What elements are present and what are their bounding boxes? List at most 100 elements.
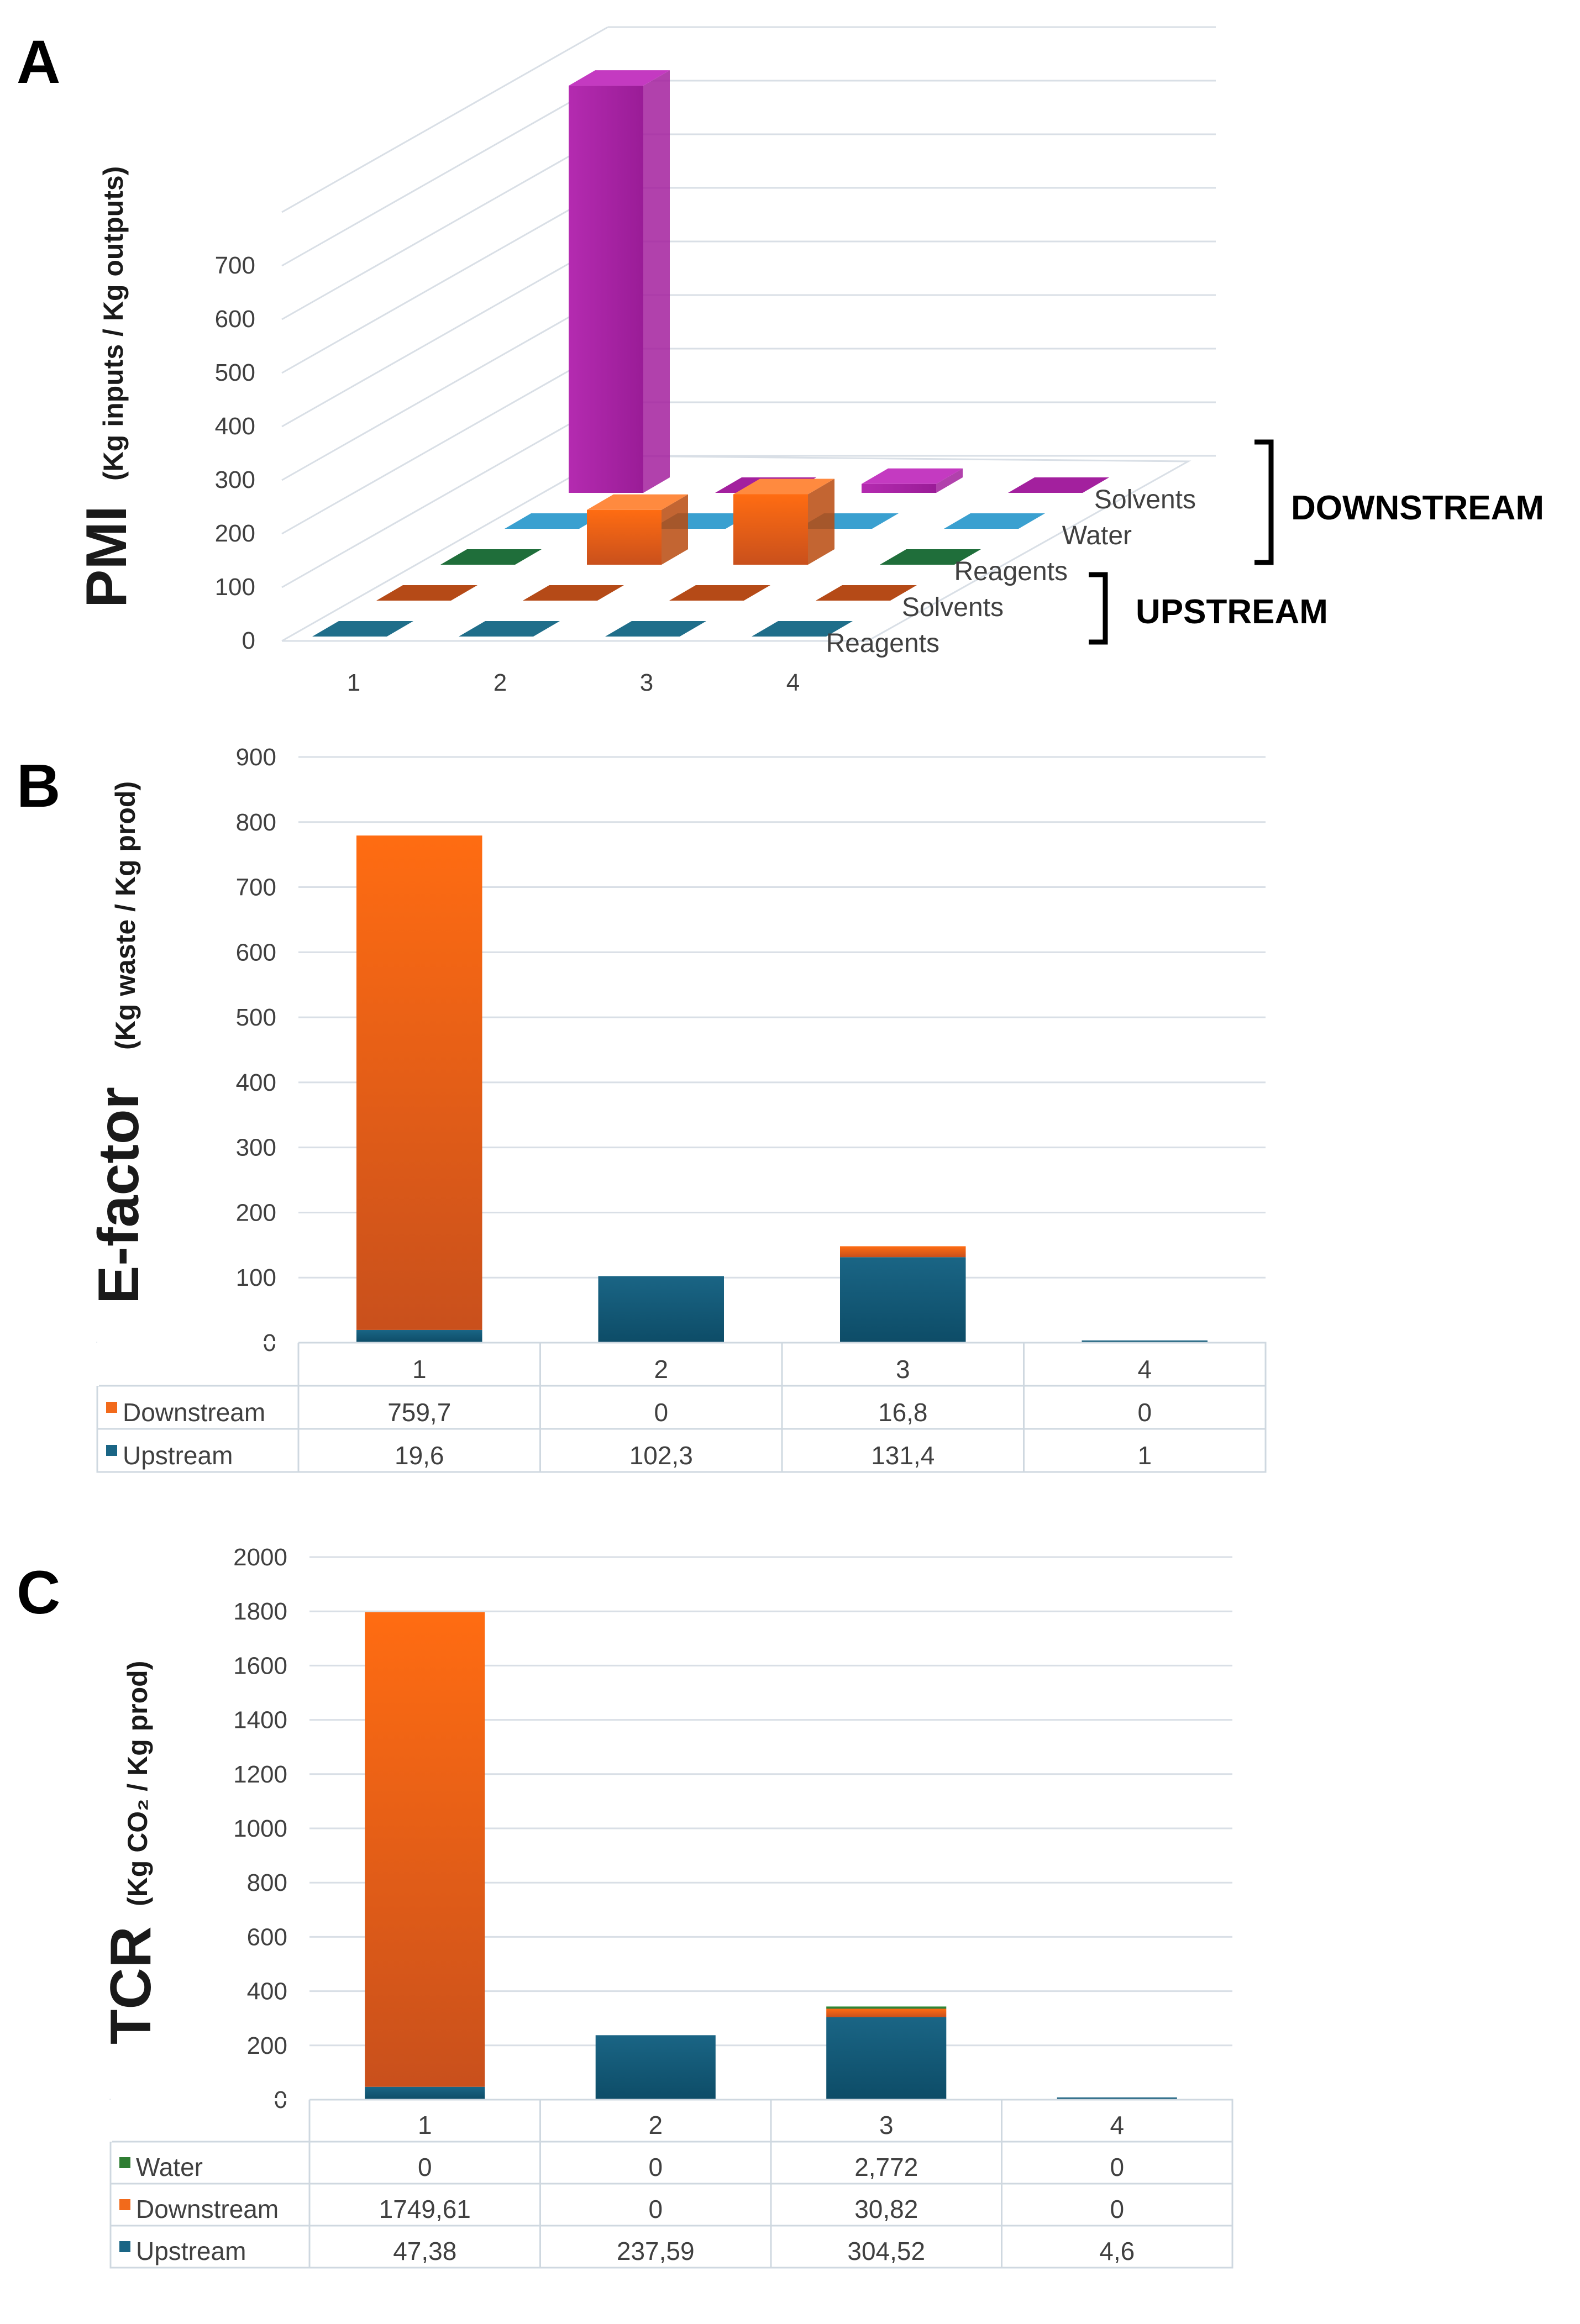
y-tick-label: 300 <box>236 1134 276 1161</box>
table-cell-water: 0 <box>1110 2153 1124 2181</box>
table-category-label: 2 <box>654 1355 668 1384</box>
panel-b-y-label: E-factor (Kg waste / Kg prod) <box>87 781 151 1304</box>
panel-a-bar-side <box>662 494 688 565</box>
panel-a-gridline-side <box>281 348 608 535</box>
panel-a-y-tick: 600 <box>215 306 255 333</box>
table-category-label: 2 <box>648 2111 663 2139</box>
panel-c-y-label: TCR (Kg CO₂ / Kg prod) <box>99 1661 163 2044</box>
panel-a-bar-row3-cat2 <box>587 494 688 565</box>
panel-a-y-tick: 0 <box>242 627 255 654</box>
y-tick-label: 900 <box>236 744 276 771</box>
table-cell-upstream: 102,3 <box>629 1441 693 1470</box>
panel-a-bar-row3-cat3 <box>733 479 834 565</box>
upstream-bracket <box>1089 572 1108 645</box>
panel-a-pmi-chart: A 0 100 200 300 400 500 600 700 1 2 3 4 Reagents So… <box>17 26 1544 696</box>
panel-a-bar-front <box>587 509 662 565</box>
panel-a-x-tick: 2 <box>494 669 507 696</box>
panel-a-bar-row3-cat4 <box>880 549 981 565</box>
legend-swatch-downstream <box>106 1402 117 1413</box>
y-tick-label: 800 <box>236 809 276 836</box>
legend-label-downstream: Downstream <box>136 2195 279 2223</box>
panel-a-gridline-side <box>281 455 608 642</box>
y-tick-label: 2000 <box>233 1544 287 1571</box>
table-cell-water: 2,772 <box>854 2153 918 2181</box>
bar-water-cat3 <box>826 2006 947 2009</box>
y-tick-label: 1000 <box>233 1815 287 1842</box>
panel-a-bar-front <box>569 86 643 493</box>
panel-a-bar-flat <box>1008 477 1109 493</box>
panel-a-bar-row4-cat1 <box>505 513 606 529</box>
y-tick-label: 800 <box>247 1869 287 1896</box>
panel-a-floor-outline <box>282 455 1191 642</box>
panel-a-bar-row2-cat2 <box>523 585 624 601</box>
panel-a-bar-flat <box>440 549 542 565</box>
panel-c-letter: C <box>17 1559 60 1627</box>
panel-a-gridline-side <box>281 133 608 320</box>
panel-a-bar-top <box>587 494 688 510</box>
panel-a-y-tick: 200 <box>215 520 255 547</box>
panel-a-floor <box>282 455 1191 642</box>
legend-swatch-downstream <box>119 2199 130 2210</box>
panel-a-bar-row1-cat2 <box>459 621 560 637</box>
panel-a-depth-label: Reagents <box>826 629 939 658</box>
y-tick-label: 1400 <box>233 1707 287 1734</box>
panel-a-bar-row3-cat1 <box>440 549 542 565</box>
panel-c-data-table: 1 2 3 4 Water 0 0 2,772 0 Downstream 1749,61 0 30,82… <box>109 2098 1233 2269</box>
panel-a-bar-top <box>862 468 963 484</box>
bar-upstream-cat2 <box>595 2035 716 2100</box>
table-cell-upstream: 237,59 <box>617 2237 695 2265</box>
table-category-label: 3 <box>896 1355 910 1384</box>
upstream-group-label: UPSTREAM <box>1136 593 1328 631</box>
panel-a-bar-top <box>733 479 834 495</box>
y-tick-label: 1800 <box>233 1598 287 1625</box>
panel-a-gridline-side <box>281 187 608 374</box>
table-category-label: 3 <box>879 2111 894 2139</box>
panel-a-bar-row2-cat3 <box>669 585 770 601</box>
table-cell-upstream: 19,6 <box>395 1441 444 1470</box>
bar-downstream-cat3 <box>826 2008 947 2017</box>
panel-a-gridline-side <box>281 401 608 588</box>
panel-a-y-ticks: 0 100 200 300 400 500 600 700 <box>215 252 255 654</box>
y-tick-label: 400 <box>236 1069 276 1096</box>
panel-a-bar-front <box>862 483 936 493</box>
panel-c-tcr-chart: C TCR (Kg CO₂ / Kg prod) 020040060080010… <box>17 1544 1233 2269</box>
legend-label-upstream: Upstream <box>123 1441 233 1470</box>
panel-a-y-tick: 700 <box>215 252 255 279</box>
panel-a-depth-label: Reagents <box>954 557 1068 586</box>
panel-a-bar-flat <box>752 621 853 637</box>
legend-label-downstream: Downstream <box>123 1398 265 1427</box>
panel-a-bar-row2-cat4 <box>816 585 917 601</box>
y-tick-label: 100 <box>236 1264 276 1291</box>
y-tick-label: 1600 <box>233 1652 287 1679</box>
panel-a-bar-flat <box>312 621 413 637</box>
panel-a-bar-row5-cat4 <box>1008 477 1109 493</box>
table-cell-downstream: 1749,61 <box>379 2195 471 2223</box>
table-cell-water: 0 <box>648 2153 663 2181</box>
panel-a-bar-row2-cat1 <box>376 585 477 601</box>
y-tick-label: 600 <box>236 939 276 966</box>
panel-a-y-tick: 400 <box>215 413 255 440</box>
panel-a-bar-side <box>936 468 963 493</box>
y-tick-label: 400 <box>247 1978 287 2005</box>
table-category-label: 1 <box>418 2111 432 2139</box>
panel-a-ylabel-main: PMI <box>75 506 139 608</box>
bar-upstream-cat4 <box>1057 2097 1177 2100</box>
panel-c-bars <box>365 1612 1177 2100</box>
panel-a-gridline-side <box>281 80 608 267</box>
panel-a-x-tick: 4 <box>786 669 800 696</box>
panel-a-bar-row4-cat4 <box>944 513 1045 529</box>
panel-a-bar-front <box>733 494 808 565</box>
legend-swatch-water <box>119 2157 130 2168</box>
panel-a-bar-row5-cat1 <box>569 70 670 493</box>
y-tick-label: 600 <box>247 1923 287 1950</box>
panel-a-depth-label: Solvents <box>1094 485 1196 514</box>
table-cell-upstream: 47,38 <box>393 2237 456 2265</box>
panel-b-letter: B <box>17 752 60 820</box>
y-tick-label: 200 <box>236 1199 276 1226</box>
panel-c-y-ticks: 0200400600800100012001400160018002000 <box>233 1544 287 2113</box>
panel-a-bar-flat <box>944 513 1045 529</box>
downstream-bracket <box>1254 439 1274 565</box>
panel-a-bar-flat <box>459 621 560 637</box>
table-cell-downstream: 16,8 <box>878 1398 928 1427</box>
